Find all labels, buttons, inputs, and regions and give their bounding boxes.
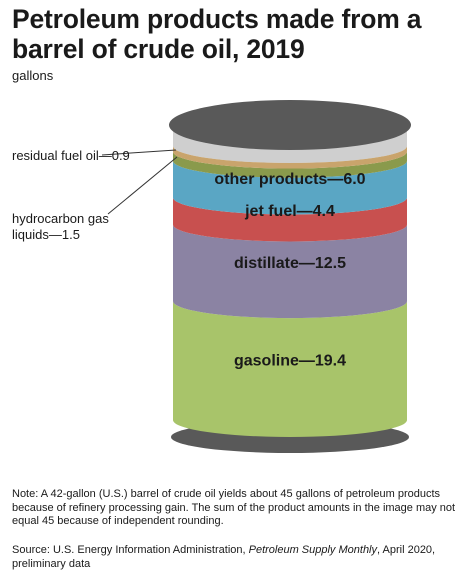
segment-gasoline	[173, 301, 407, 437]
callout-residual-fuel-oil: residual fuel oil—0.9	[12, 148, 130, 163]
units-label: gallons	[12, 68, 54, 83]
source-publication: Petroleum Supply Monthly	[248, 544, 378, 556]
segment-residual-fuel-oil	[173, 146, 408, 169]
segment-jet-fuel	[173, 197, 408, 242]
callout-line-residual-fuel-oil	[101, 149, 177, 156]
barrel-top-lid	[169, 100, 411, 150]
chart-source: Source: U.S. Energy Information Administ…	[12, 544, 464, 571]
segment-label-other-products: other products—6.0	[214, 171, 365, 188]
segment-other-products	[173, 160, 408, 215]
chart-title: Petroleum products made from a barrel of…	[12, 4, 422, 64]
source-prefix: Source: U.S. Energy Information Administ…	[12, 544, 249, 556]
chart-note: Note: A 42-gallon (U.S.) barrel of crude…	[12, 488, 456, 527]
callout-hydrocarbon-gas-liquids: hydrocarbon gas liquids—1.5	[12, 211, 109, 242]
segment-label-jet-fuel: jet fuel—4.4	[244, 203, 335, 220]
callout-line-hydrocarbon-gas-liquids	[107, 156, 178, 215]
segment-label-gasoline: gasoline—19.4	[234, 353, 346, 370]
source-suffix: , April 2020, preliminary data	[12, 544, 436, 570]
segment-hydrocarbon-gas-liquids	[173, 151, 408, 178]
segment-label-distillate: distillate—12.5	[234, 255, 346, 272]
segment-distillate	[173, 224, 408, 319]
